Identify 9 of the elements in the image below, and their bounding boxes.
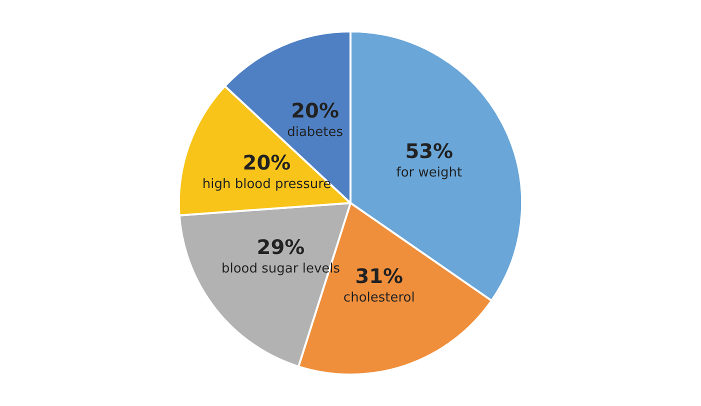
slice-label: diabetes: [287, 125, 344, 140]
data-label: 20%: [242, 150, 291, 174]
data-label: 53%: [405, 138, 454, 163]
slice-label: for weight: [396, 165, 462, 180]
data-label: 29%: [256, 234, 305, 259]
slice-label: high blood pressure: [202, 176, 332, 192]
slice-label: cholesterol: [343, 290, 415, 306]
data-label: 31%: [355, 264, 404, 288]
data-label: 20%: [291, 98, 339, 123]
